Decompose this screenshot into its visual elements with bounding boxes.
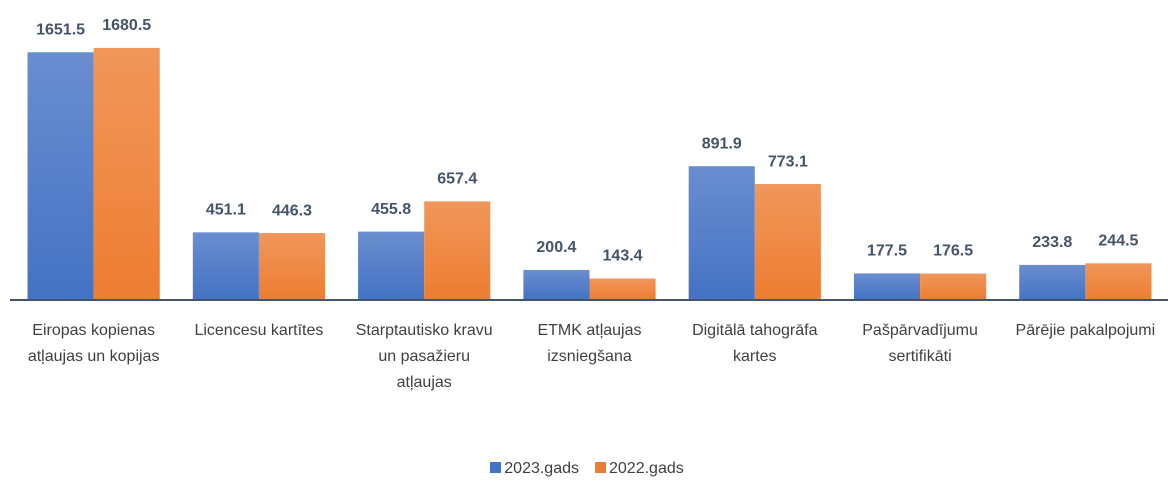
bar bbox=[27, 52, 94, 301]
x-tick-label: Digitālā tahogrāfa kartes bbox=[692, 322, 818, 365]
legend-swatch bbox=[490, 462, 502, 473]
x-tick-label: Eiropas kopienas atļaujas un kopijas bbox=[27, 322, 160, 365]
value-label: 176.5 bbox=[933, 243, 973, 260]
legend-swatch bbox=[595, 462, 606, 473]
x-tick-label: Pārējie pakalpojumi bbox=[1015, 322, 1156, 339]
bar bbox=[1019, 264, 1086, 300]
bar bbox=[920, 273, 987, 300]
value-label: 891.9 bbox=[702, 135, 742, 152]
value-label: 1651.5 bbox=[36, 21, 85, 38]
value-label: 773.1 bbox=[768, 153, 808, 170]
value-label: 233.8 bbox=[1032, 234, 1072, 251]
bar bbox=[424, 201, 491, 300]
x-tick-label: Starptautisko kravu un pasažieru atļauja… bbox=[355, 322, 493, 391]
value-label: 455.8 bbox=[371, 201, 411, 218]
bar bbox=[258, 233, 326, 300]
value-label: 657.4 bbox=[437, 171, 477, 188]
x-tick-label: Licencesu kartītes bbox=[194, 322, 324, 339]
bar bbox=[589, 278, 656, 300]
bar bbox=[688, 166, 755, 300]
legend-label: 2023.gads bbox=[504, 460, 579, 477]
value-label: 451.1 bbox=[206, 202, 246, 219]
value-label: 244.5 bbox=[1098, 233, 1138, 250]
legend: 2023.gads 2022.gads bbox=[0, 460, 1174, 478]
bar bbox=[853, 273, 921, 300]
bar bbox=[358, 231, 425, 300]
value-label: 177.5 bbox=[867, 243, 907, 260]
bar bbox=[93, 47, 160, 300]
bar bbox=[192, 232, 259, 300]
legend-item: 2022.gads bbox=[595, 460, 684, 478]
value-label: 143.4 bbox=[603, 248, 643, 265]
x-tick-label: ETMK atļaujas izsniegšana bbox=[537, 322, 642, 365]
bar bbox=[1085, 263, 1152, 300]
bar bbox=[523, 269, 590, 300]
x-tick-label: Pašpārvadījumu sertifikāti bbox=[862, 322, 978, 365]
value-label: 200.4 bbox=[536, 239, 576, 256]
legend-label: 2022.gads bbox=[609, 460, 684, 477]
legend-item: 2023.gads bbox=[490, 460, 579, 478]
value-label: 1680.5 bbox=[102, 17, 151, 34]
bar bbox=[754, 184, 821, 300]
value-label: 446.3 bbox=[272, 202, 312, 219]
